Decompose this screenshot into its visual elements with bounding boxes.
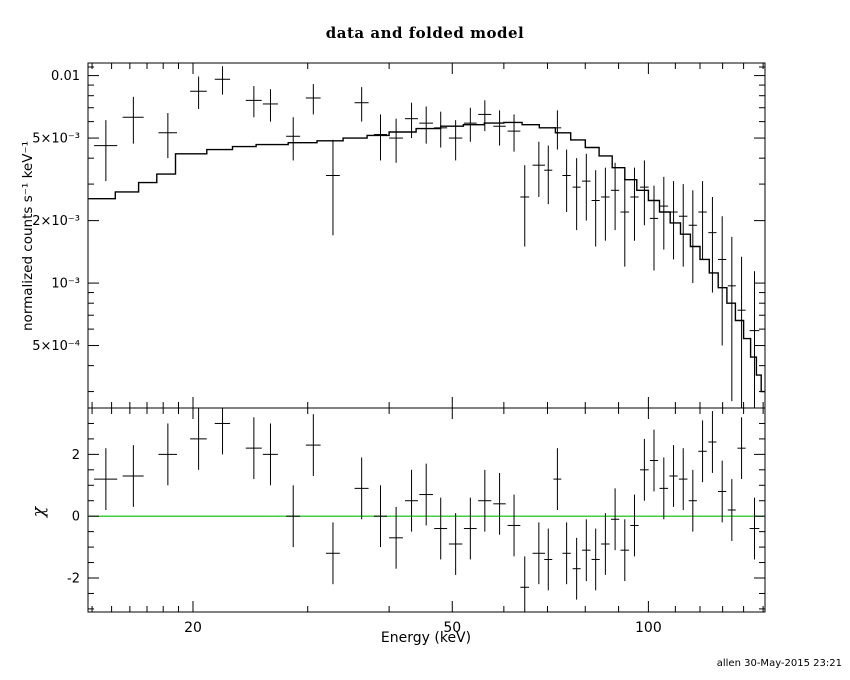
svg-text:-2: -2	[67, 572, 80, 587]
svg-text:10⁻³: 10⁻³	[51, 277, 80, 292]
svg-text:2×10⁻³: 2×10⁻³	[32, 214, 80, 229]
y-axis-label-chi: χ	[29, 506, 49, 518]
svg-text:5×10⁻³: 5×10⁻³	[32, 132, 80, 147]
svg-text:5×10⁻⁴: 5×10⁻⁴	[32, 339, 80, 354]
chart-title: data and folded model	[325, 24, 525, 42]
y-axis-label-counts: normalized counts s⁻¹ keV⁻¹	[20, 141, 36, 331]
svg-text:20: 20	[184, 620, 202, 636]
svg-text:2: 2	[72, 448, 80, 463]
x-axis-label: Energy (keV)	[380, 630, 472, 646]
svg-text:0.01: 0.01	[51, 69, 80, 84]
svg-text:100: 100	[635, 620, 662, 636]
svg-text:50: 50	[443, 620, 461, 636]
svg-text:0: 0	[72, 510, 80, 525]
timestamp: allen 30-May-2015 23:21	[716, 658, 842, 669]
